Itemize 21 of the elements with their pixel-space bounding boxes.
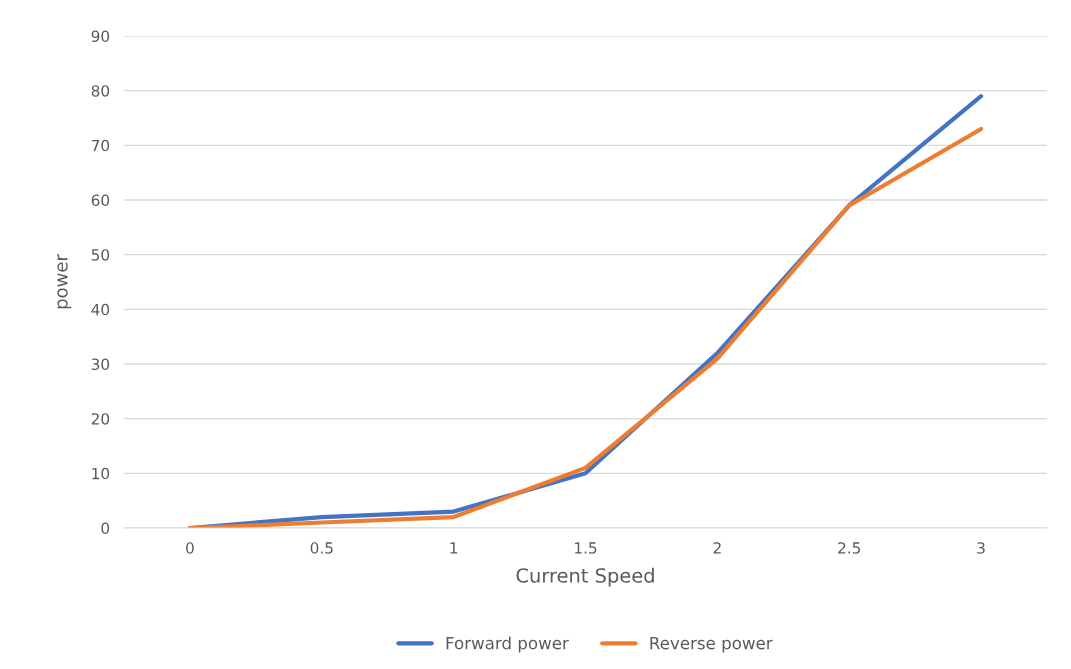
x-tick-label: 2	[713, 542, 721, 554]
y-tick-label: 0	[101, 522, 110, 535]
x-tick-label: 1	[450, 542, 458, 554]
y-tick-label: 20	[91, 413, 110, 425]
x-tick-label: 2.5	[838, 542, 861, 554]
y-tick-label: 90	[91, 30, 110, 43]
x-tick-label: 0.5	[310, 542, 333, 554]
y-tick-label: 60	[91, 194, 110, 207]
x-axis-title: Current Speed	[516, 567, 654, 587]
legend-label: Forward power	[446, 636, 569, 653]
y-tick-label: 40	[91, 303, 110, 316]
y-tick-label: 30	[91, 358, 110, 371]
x-tick-label: 0	[186, 542, 194, 554]
y-tick-label: 10	[92, 467, 110, 480]
x-tick-label: 3	[977, 542, 985, 554]
legend-label: Reverse power	[650, 636, 773, 653]
y-axis-title: power	[57, 254, 72, 309]
x-tick-label: 1.5	[575, 542, 597, 554]
y-tick-label: 70	[91, 139, 110, 152]
y-tick-label: 80	[91, 85, 110, 97]
y-tick-label: 50	[91, 249, 110, 261]
